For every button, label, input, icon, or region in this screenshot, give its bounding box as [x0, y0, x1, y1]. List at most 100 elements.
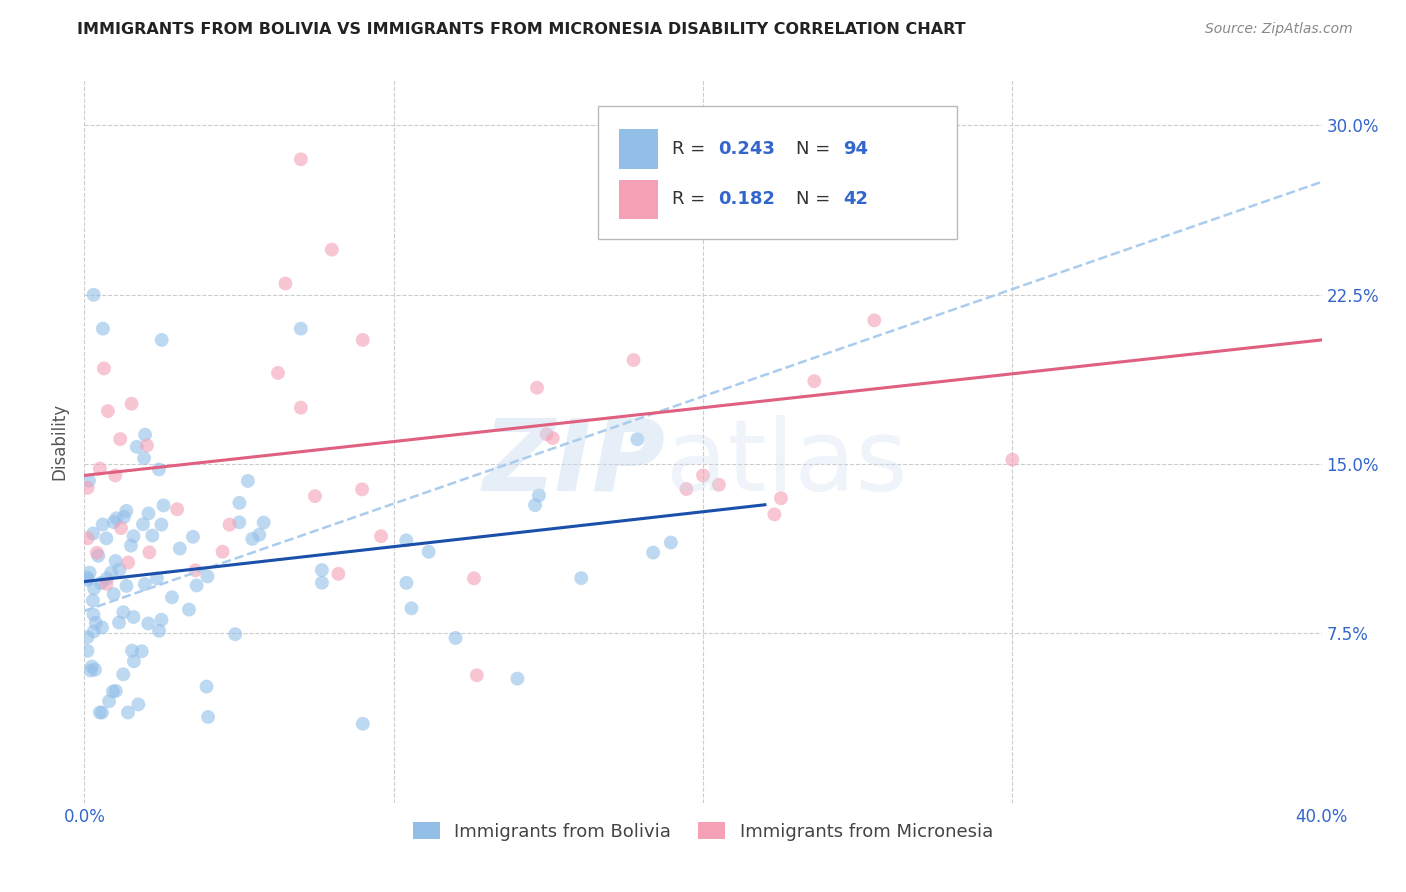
Point — [120, 539, 142, 553]
Point — [103, 587, 125, 601]
Point — [211, 545, 233, 559]
Point — [136, 616, 159, 631]
Point — [290, 401, 312, 415]
Point — [89, 461, 111, 475]
Point — [352, 716, 374, 731]
Point — [536, 427, 558, 442]
Point — [112, 667, 135, 681]
Point — [148, 462, 170, 476]
Point — [148, 624, 170, 638]
Point — [401, 601, 423, 615]
Point — [169, 541, 191, 556]
Text: N =: N = — [796, 140, 835, 158]
Text: 0.182: 0.182 — [718, 191, 775, 209]
Point — [134, 577, 156, 591]
Point — [166, 502, 188, 516]
Point — [290, 321, 312, 335]
Point — [138, 545, 160, 559]
Text: IMMIGRANTS FROM BOLIVIA VS IMMIGRANTS FROM MICRONESIA DISABILITY CORRELATION CHA: IMMIGRANTS FROM BOLIVIA VS IMMIGRANTS FR… — [77, 22, 966, 37]
Point — [184, 563, 207, 577]
Point — [395, 575, 418, 590]
Point — [803, 374, 825, 388]
Point — [117, 706, 139, 720]
Text: 42: 42 — [842, 191, 868, 209]
Point — [87, 549, 110, 563]
Point — [146, 571, 169, 585]
Point — [96, 577, 118, 591]
Point — [236, 474, 259, 488]
Point — [863, 313, 886, 327]
Point — [91, 321, 114, 335]
Point — [104, 684, 127, 698]
Point — [77, 474, 100, 488]
Point — [100, 566, 122, 580]
Legend: Immigrants from Bolivia, Immigrants from Micronesia: Immigrants from Bolivia, Immigrants from… — [406, 815, 1000, 848]
Point — [76, 630, 98, 644]
Point — [267, 366, 290, 380]
Point — [86, 546, 108, 560]
Point — [763, 508, 786, 522]
Point — [93, 361, 115, 376]
Point — [643, 545, 665, 559]
Point — [707, 477, 730, 491]
Point — [224, 627, 246, 641]
Point — [91, 620, 114, 634]
Point — [76, 644, 98, 658]
Point — [692, 468, 714, 483]
Point — [117, 556, 139, 570]
Point — [218, 517, 240, 532]
Point — [195, 680, 218, 694]
Point — [659, 535, 682, 549]
Point — [104, 554, 127, 568]
Point — [112, 605, 135, 619]
Point — [132, 451, 155, 466]
Point — [253, 516, 276, 530]
Point — [98, 694, 121, 708]
Point — [177, 602, 200, 616]
Point — [150, 613, 173, 627]
Point — [103, 515, 125, 529]
FancyBboxPatch shape — [619, 179, 658, 219]
Point — [127, 698, 149, 712]
Text: R =: R = — [672, 140, 711, 158]
Point — [150, 333, 173, 347]
Text: 94: 94 — [842, 140, 868, 158]
Point — [623, 353, 645, 368]
Point — [96, 572, 118, 586]
Point — [104, 468, 127, 483]
FancyBboxPatch shape — [619, 129, 658, 169]
Point — [135, 438, 157, 452]
Point — [228, 496, 250, 510]
Text: Source: ZipAtlas.com: Source: ZipAtlas.com — [1205, 22, 1353, 37]
Point — [304, 489, 326, 503]
Point — [105, 511, 128, 525]
Point — [97, 404, 120, 418]
Point — [76, 481, 98, 495]
Point — [91, 517, 114, 532]
Point — [82, 607, 104, 622]
Text: 0.243: 0.243 — [718, 140, 775, 158]
Point — [626, 432, 648, 446]
Point — [80, 659, 103, 673]
Point — [418, 545, 440, 559]
Point — [132, 517, 155, 532]
Point — [465, 668, 488, 682]
Point — [83, 582, 105, 596]
Point — [541, 431, 564, 445]
Point — [101, 684, 124, 698]
Point — [352, 483, 374, 497]
Point — [506, 672, 529, 686]
Point — [122, 654, 145, 668]
Point — [121, 397, 143, 411]
Point — [84, 663, 107, 677]
Point — [181, 530, 204, 544]
Point — [108, 615, 131, 630]
Point — [121, 643, 143, 657]
Point — [122, 529, 145, 543]
Point — [463, 571, 485, 585]
Point — [96, 532, 118, 546]
Point — [274, 277, 297, 291]
Point — [352, 333, 374, 347]
Point — [115, 579, 138, 593]
Point — [134, 427, 156, 442]
